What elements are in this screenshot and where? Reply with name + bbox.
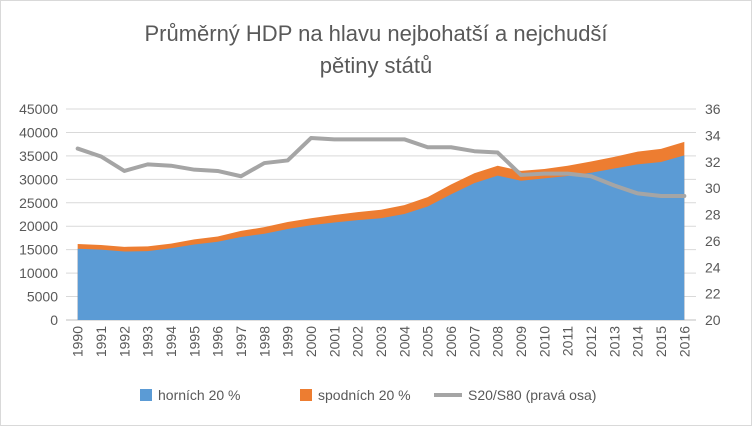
legend-item: S20/S80 (pravá osa) [434, 387, 596, 403]
y-axis-left: 0 5000 10000 15000 20000 25000 30000 35000 40000… [19, 101, 58, 328]
x-axis: 1990 1991 1992 1993 1994 1995 1996 1997 1998 1999… [70, 326, 693, 357]
legend: horních 20 % spodních 20 % S20/S80 (pravá … [140, 387, 596, 403]
x-tick-label: 2014 [630, 326, 646, 357]
x-tick-label: 1994 [163, 326, 179, 357]
x-tick-label: 1992 [116, 326, 132, 357]
x-tick-label: 1990 [70, 326, 86, 357]
y-right-tick-label: 20 [705, 312, 721, 328]
x-tick-label: 1991 [93, 326, 109, 357]
x-tick-label: 1997 [233, 326, 249, 357]
chart-title-line1: Průměrný HDP na hlavu nejbohatší a nejch… [144, 21, 608, 46]
x-tick-label: 2011 [560, 326, 576, 356]
x-tick-label: 2004 [396, 326, 412, 357]
legend-label: S20/S80 (pravá osa) [468, 387, 596, 403]
x-tick-label: 2010 [536, 326, 552, 357]
x-tick-label: 1993 [140, 326, 156, 357]
chart-title: Průměrný HDP na hlavu nejbohatší a nejch… [0, 18, 752, 82]
y-left-tick-label: 45000 [19, 101, 58, 117]
y-left-tick-label: 30000 [19, 171, 58, 187]
legend-item: horních 20 % [140, 387, 241, 403]
x-tick-label: 2006 [443, 326, 459, 357]
y-left-tick-label: 10000 [19, 265, 58, 281]
x-tick-label: 2013 [606, 326, 622, 357]
x-tick-label: 2012 [583, 326, 599, 357]
y-right-tick-label: 26 [705, 233, 721, 249]
y-right-tick-label: 30 [705, 180, 721, 196]
x-tick-label: 2016 [676, 326, 692, 357]
x-tick-label: 2002 [350, 326, 366, 357]
legend-swatch [300, 389, 312, 401]
y-left-tick-label: 40000 [19, 124, 58, 140]
y-right-tick-label: 24 [705, 259, 721, 275]
y-left-tick-label: 20000 [19, 218, 58, 234]
x-tick-label: 1996 [210, 326, 226, 357]
y-left-tick-label: 25000 [19, 195, 58, 211]
y-axis-right: 20 22 24 26 28 30 32 34 36 [705, 101, 721, 328]
line-s20-s80 [75, 136, 687, 199]
x-tick-label: 2003 [373, 326, 389, 357]
y-right-tick-label: 28 [705, 207, 721, 223]
chart-title-line2: pětiny států [319, 53, 433, 78]
area-series [77, 141, 685, 320]
y-right-tick-label: 32 [705, 154, 721, 170]
y-right-tick-label: 22 [705, 286, 721, 302]
legend-item: spodních 20 % [300, 387, 411, 403]
x-tick-label: 1999 [280, 326, 296, 357]
y-right-tick-label: 34 [705, 127, 721, 143]
y-left-tick-label: 0 [50, 312, 58, 328]
x-tick-label: 2009 [513, 326, 529, 357]
x-tick-label: 1998 [256, 326, 272, 357]
legend-swatch [140, 389, 152, 401]
x-tick-label: 2001 [326, 326, 342, 357]
y-right-tick-label: 36 [705, 101, 721, 117]
area-hornich-20 [77, 155, 685, 320]
x-tick-label: 2005 [420, 326, 436, 357]
y-left-tick-label: 5000 [27, 289, 58, 305]
y-left-tick-label: 35000 [19, 148, 58, 164]
x-tick-label: 2015 [653, 326, 669, 357]
x-tick-label: 2007 [466, 326, 482, 357]
x-tick-label: 2008 [490, 326, 506, 357]
line-series [75, 136, 687, 199]
legend-label: spodních 20 % [318, 387, 411, 403]
x-tick-label: 1995 [186, 326, 202, 357]
legend-label: horních 20 % [158, 387, 241, 403]
y-left-tick-label: 15000 [19, 242, 58, 258]
x-tick-label: 2000 [303, 326, 319, 357]
